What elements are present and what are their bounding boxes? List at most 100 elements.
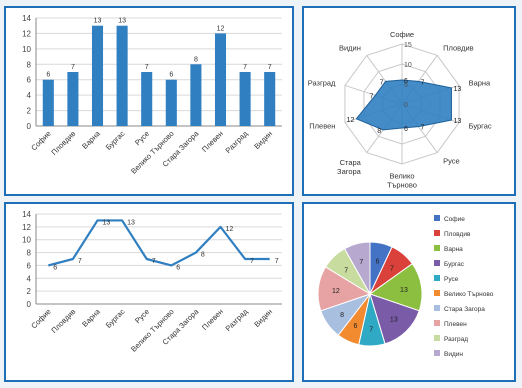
data-label: 7	[359, 259, 363, 266]
line-series	[48, 219, 270, 267]
x-tick-label: Пловдив	[49, 129, 77, 157]
x-tick-label: Русе	[133, 307, 151, 325]
data-label: 7	[78, 258, 82, 265]
radar-category-label: Търново	[387, 181, 417, 190]
data-label: 7	[380, 79, 384, 86]
data-label: 7	[420, 125, 424, 132]
legend-label: Пловдив	[444, 231, 471, 238]
x-tick-label: Плевен	[200, 129, 225, 154]
x-tick-label: Варна	[80, 306, 102, 328]
x-tick-label: Бургас	[104, 307, 127, 330]
data-label: 7	[71, 64, 75, 71]
legend-label: Бургас	[444, 261, 465, 268]
pie-slice	[368, 263, 423, 312]
y-tick-label: 2	[27, 107, 32, 116]
data-label: 7	[369, 326, 373, 333]
legend-label: Стара Загора	[444, 306, 485, 313]
x-tick-label: Софие	[29, 129, 52, 152]
data-label: 12	[347, 117, 355, 124]
x-tick-label: Софие	[29, 307, 52, 330]
legend-swatch	[434, 350, 440, 356]
data-label: 7	[275, 258, 279, 265]
x-tick-label: Видин	[252, 129, 274, 151]
legend-swatch	[434, 260, 440, 266]
data-label: 6	[404, 78, 408, 85]
pie-chart: 6 7 13 13 7 6 8 12 7 7 Софие Пловдив Варна Бургас Русе…	[317, 215, 494, 358]
x-tick-label: Варна	[80, 128, 102, 150]
y-tick-label: 12	[22, 29, 31, 38]
data-label: 13	[400, 287, 408, 294]
legend-swatch	[434, 230, 440, 236]
legend-label: Велико Търново	[444, 291, 494, 298]
y-tick-label: 14	[22, 210, 31, 219]
x-tick-label: Разград	[224, 129, 250, 155]
radar-tick-label: 0	[404, 102, 408, 109]
data-label: 8	[201, 252, 205, 259]
x-tick-label: Плевен	[200, 307, 225, 332]
data-label: 13	[127, 219, 135, 226]
radar-category-label: Разград	[308, 78, 336, 87]
y-tick-label: 8	[27, 249, 32, 258]
data-label: 13	[453, 86, 461, 93]
data-label: 12	[217, 25, 225, 32]
radar-category-label: Софие	[390, 30, 414, 39]
radar-series	[355, 79, 452, 131]
data-label: 8	[377, 128, 381, 135]
legend-label: Софие	[444, 216, 465, 223]
data-label: 13	[103, 219, 111, 226]
data-label: 7	[152, 258, 156, 265]
y-tick-label: 6	[27, 76, 32, 85]
legend-label: Русе	[444, 276, 459, 283]
data-label: 6	[46, 72, 50, 79]
radar-chart-panel: 0 5 10 15 Софие 6 Пловдив 7 Варна 13 Бургас 13 Русе 7…	[302, 6, 516, 196]
radar-tick-label: 10	[404, 62, 412, 69]
bar	[67, 72, 79, 126]
legend-swatch	[434, 320, 440, 326]
radar-category-label: Загора	[337, 167, 362, 176]
radar-category-label: Русе	[443, 157, 460, 166]
data-label: 8	[340, 312, 344, 319]
y-tick-label: 0	[27, 122, 32, 131]
radar-chart: 0 5 10 15 Софие 6 Пловдив 7 Варна 13 Бургас 13 Русе 7…	[308, 30, 492, 190]
data-label: 12	[332, 288, 340, 295]
legend-label: Разград	[444, 336, 468, 343]
data-label: 6	[176, 264, 180, 271]
y-tick-label: 14	[22, 14, 31, 23]
bar	[42, 79, 54, 126]
data-label: 7	[250, 258, 254, 265]
legend-label: Видин	[444, 351, 463, 358]
pie-slice	[343, 241, 371, 296]
data-label: 7	[268, 64, 272, 71]
data-label: 13	[453, 118, 461, 125]
legend-swatch	[434, 245, 440, 251]
y-tick-label: 6	[27, 261, 32, 270]
legend-label: Плевен	[444, 321, 467, 328]
y-tick-label: 4	[27, 91, 32, 100]
data-label: 7	[369, 93, 373, 100]
radar-category-label: Стара	[340, 158, 362, 167]
bar	[214, 33, 227, 126]
bar-chart-panel: 0 2 4 6 8 10 12 14 6 Софие 7 Пловдив 13 Варна 13 Бургас…	[4, 6, 294, 196]
legend-swatch	[434, 275, 440, 281]
data-label: 7	[344, 267, 348, 274]
bar	[190, 64, 202, 126]
data-label: 8	[194, 56, 198, 63]
bar	[141, 72, 153, 126]
data-label: 6	[53, 264, 57, 271]
radar-category-label: Бургас	[469, 122, 492, 131]
x-tick-label: Пловдив	[49, 307, 77, 335]
data-label: 7	[145, 64, 149, 71]
bar	[264, 72, 276, 126]
line-chart-panel: 0 2 4 6 8 10 12 14 6 Софие 7 Пловдив 13 Варна 13 Бургас…	[4, 202, 294, 382]
data-label: 7	[243, 64, 247, 71]
x-tick-label: Велико Търново	[129, 129, 176, 176]
pie-slice	[369, 293, 420, 345]
data-label: 6	[169, 72, 173, 79]
y-tick-label: 12	[22, 223, 31, 232]
data-label: 7	[420, 79, 424, 86]
pie-chart-panel: 6 7 13 13 7 6 8 12 7 7 Софие Пловдив Варна Бургас Русе…	[302, 202, 516, 382]
legend-swatch	[434, 335, 440, 341]
radar-category-label: Пловдив	[443, 43, 473, 52]
data-label: 6	[404, 126, 408, 133]
data-label: 7	[390, 266, 394, 273]
